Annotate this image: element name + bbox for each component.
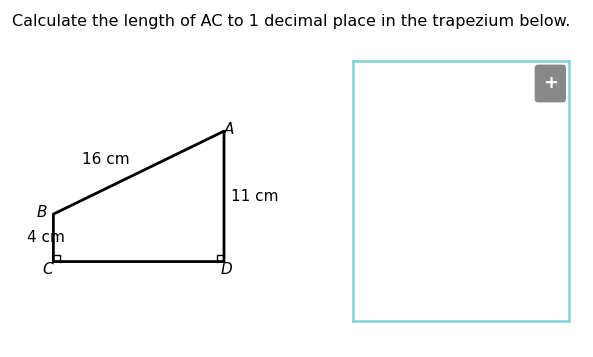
Text: C: C bbox=[42, 262, 53, 277]
FancyBboxPatch shape bbox=[535, 65, 566, 102]
Text: A: A bbox=[224, 122, 234, 137]
Text: 4 cm: 4 cm bbox=[27, 230, 65, 245]
Text: D: D bbox=[221, 262, 232, 277]
Text: B: B bbox=[36, 205, 47, 220]
Text: 16 cm: 16 cm bbox=[82, 152, 129, 167]
Text: 11 cm: 11 cm bbox=[231, 189, 279, 204]
Text: +: + bbox=[543, 74, 558, 92]
Text: Calculate the length of AC to 1 decimal place in the trapezium below.: Calculate the length of AC to 1 decimal … bbox=[12, 14, 570, 29]
